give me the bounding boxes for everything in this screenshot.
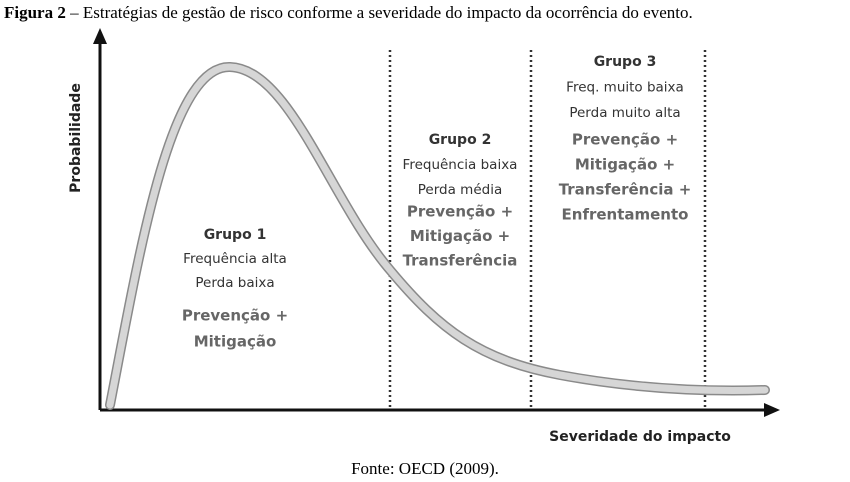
- strategy: Transferência +: [559, 181, 692, 199]
- caption: Figura 2 – Estratégias de gestão de risc…: [4, 3, 693, 22]
- curve: [106, 63, 769, 409]
- strategy: Prevenção +: [572, 131, 678, 149]
- x-axis-label: Severidade do impacto: [549, 429, 731, 445]
- strategy: Prevenção +: [182, 307, 288, 325]
- group-title: Grupo 3: [594, 54, 657, 70]
- caption-label: Figura 2: [4, 3, 66, 22]
- strategy: Mitigação +: [575, 156, 675, 174]
- y-axis-label: Probabilidade: [68, 83, 84, 193]
- group-title: Grupo 1: [204, 227, 267, 243]
- strategy: Mitigação +: [410, 227, 510, 245]
- strategy: Prevenção +: [407, 203, 513, 221]
- group-line: Freq. muito baixa: [566, 80, 684, 96]
- strategy: Mitigação: [194, 333, 277, 351]
- group-line: Perda muito alta: [569, 105, 680, 121]
- group-line: Perda média: [418, 182, 502, 198]
- strategy: Transferência: [403, 252, 518, 270]
- group-line: Perda baixa: [195, 275, 274, 291]
- x-arrow: [764, 403, 780, 417]
- source: Fonte: OECD (2009).: [351, 459, 499, 478]
- group-title: Grupo 2: [429, 132, 492, 148]
- caption-text: – Estratégias de gestão de risco conform…: [69, 3, 693, 22]
- group-line: Frequência baixa: [403, 157, 518, 173]
- y-arrow: [93, 28, 107, 44]
- group-line: Frequência alta: [183, 251, 287, 267]
- groups: Grupo 1 Frequência alta Perda baixa Prevenç…: [182, 54, 691, 351]
- strategy: Enfrentamento: [562, 206, 689, 224]
